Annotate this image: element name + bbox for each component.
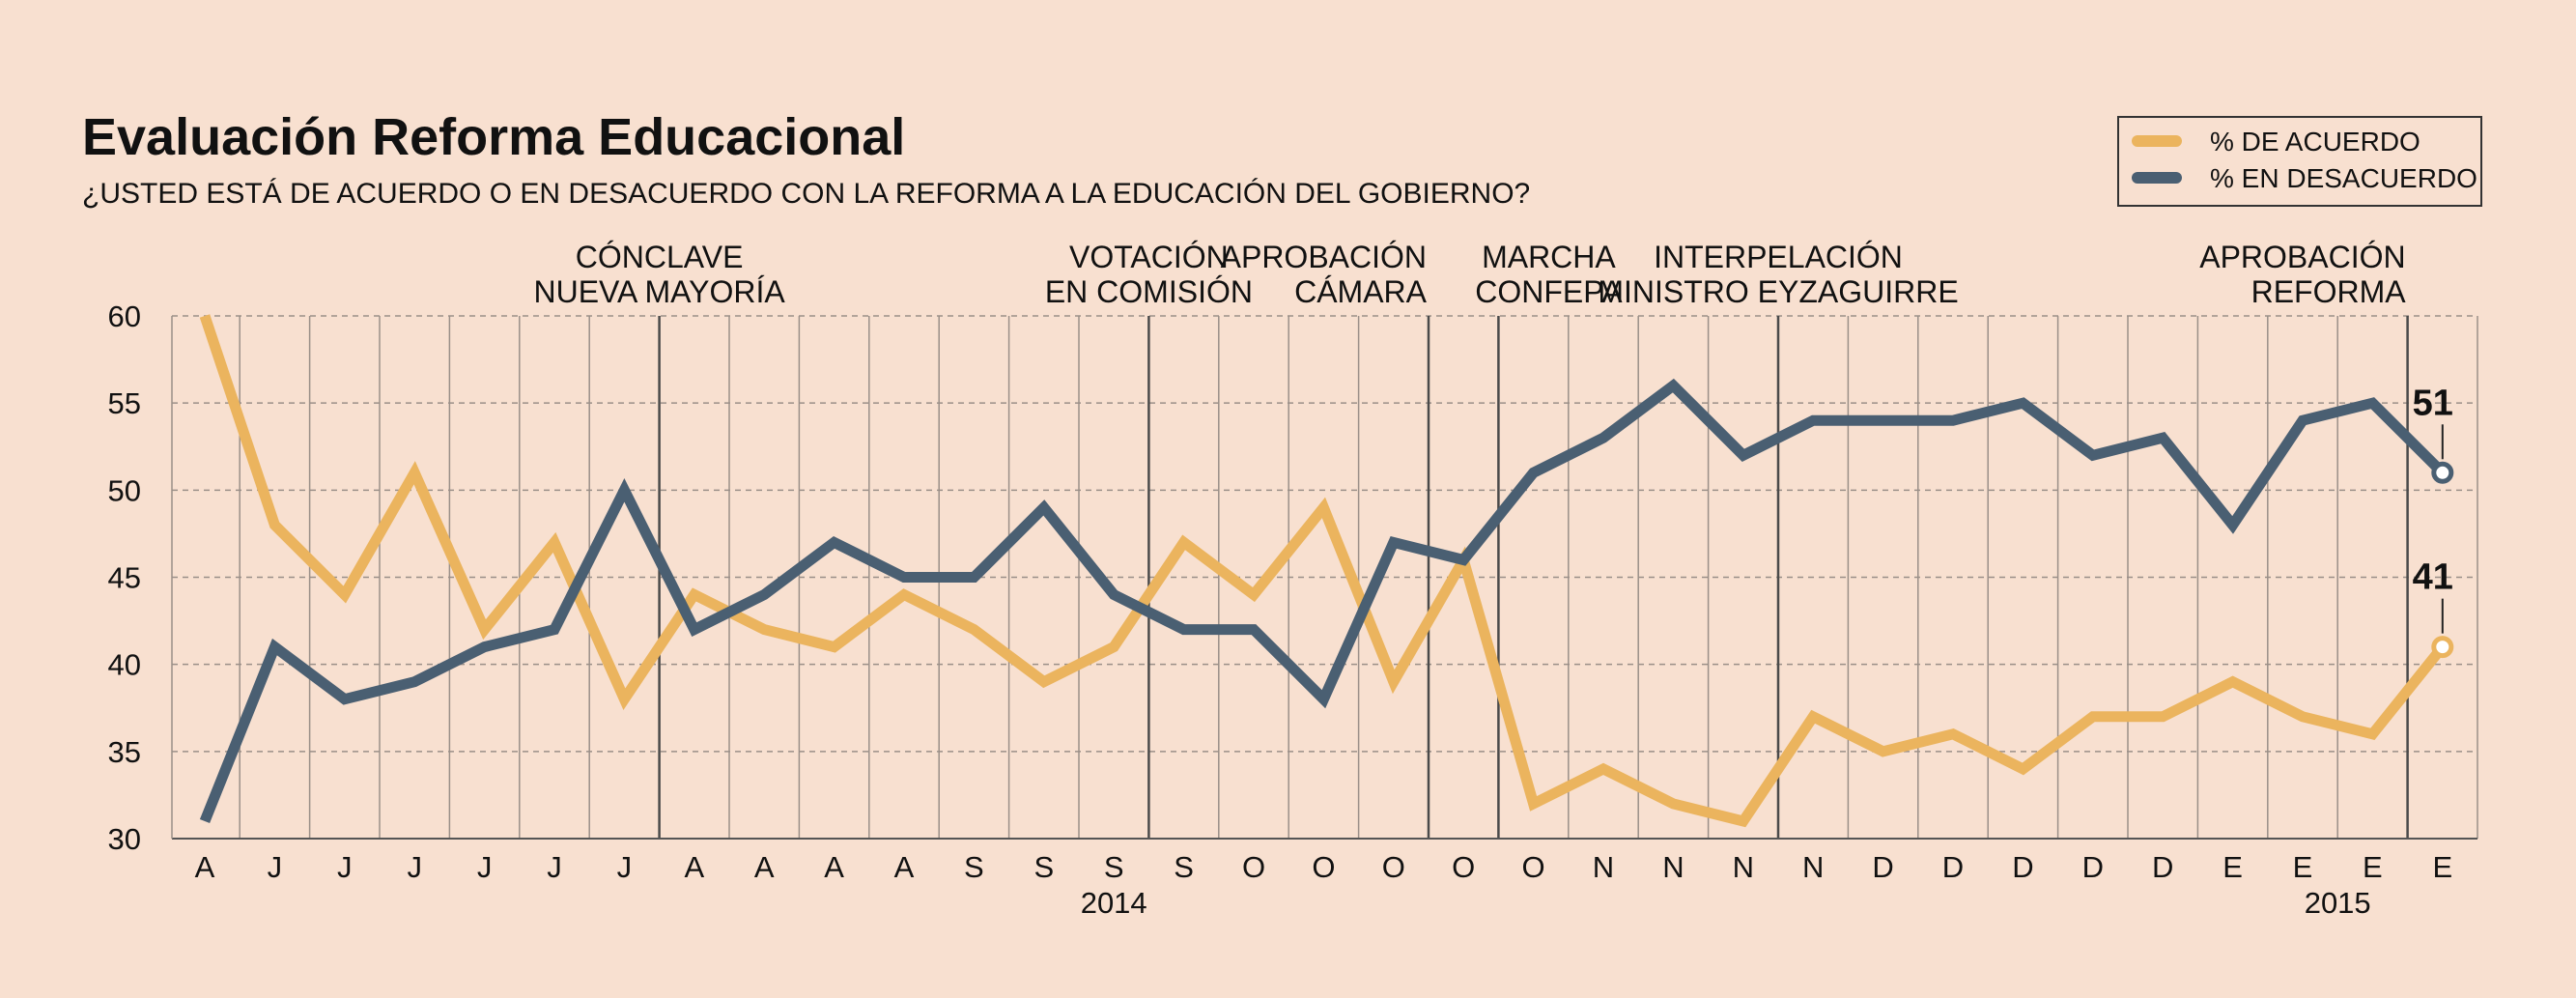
- x-tick-label: O: [1522, 850, 1545, 884]
- x-tick-label: D: [2082, 850, 2104, 884]
- event-label: CÓNCLAVE: [576, 240, 744, 274]
- event-label: CONFEPA: [1475, 274, 1623, 309]
- x-tick-label: O: [1312, 850, 1335, 884]
- legend: % DE ACUERDO % EN DESACUERDO: [2117, 116, 2482, 207]
- x-tick-label: O: [1382, 850, 1405, 884]
- legend-label-acuerdo: % DE ACUERDO: [2210, 127, 2420, 157]
- x-tick-label: N: [1593, 850, 1614, 884]
- x-tick-label: S: [1174, 850, 1194, 884]
- legend-label-desacuerdo: % EN DESACUERDO: [2210, 163, 2477, 193]
- y-tick-label: 30: [108, 822, 141, 856]
- x-tick-label: J: [337, 850, 353, 884]
- x-tick-label: J: [407, 850, 422, 884]
- x-tick-label: J: [477, 850, 493, 884]
- event-label: VOTACIÓN: [1069, 240, 1229, 274]
- x-tick-label: S: [1033, 850, 1054, 884]
- x-tick-label: A: [824, 850, 844, 884]
- x-tick-label: N: [1662, 850, 1684, 884]
- x-tick-label: J: [268, 850, 283, 884]
- event-label: NUEVA MAYORÍA: [533, 274, 785, 309]
- x-tick-label: A: [754, 850, 775, 884]
- endpoint-marker: [2431, 461, 2454, 484]
- x-tick-label: E: [2293, 850, 2313, 884]
- event-label: REFORMA: [2251, 274, 2407, 309]
- event-label: CÁMARA: [1294, 274, 1428, 309]
- x-tick-label: A: [894, 850, 915, 884]
- y-tick-label: 40: [108, 648, 141, 682]
- year-label: 2014: [1081, 886, 1147, 920]
- x-tick-label: E: [2363, 850, 2383, 884]
- y-tick-label: 45: [108, 561, 141, 595]
- series: [199, 314, 2448, 828]
- x-tick-label: D: [1872, 850, 1893, 884]
- y-tick-label: 50: [108, 473, 141, 507]
- legend-box: [2117, 116, 2482, 207]
- x-tick-label: D: [2152, 850, 2173, 884]
- x-tick-label: N: [1802, 850, 1824, 884]
- x-tick-label: D: [1942, 850, 1964, 884]
- x-tick-label: A: [684, 850, 704, 884]
- x-tick-label: E: [2432, 850, 2452, 884]
- endpoint-marker: [2431, 636, 2454, 659]
- data-label-desacuerdo-end: 51: [2413, 383, 2453, 423]
- y-tick-label: 55: [108, 386, 141, 420]
- chart-subtitle: ¿USTED ESTÁ DE ACUERDO O EN DESACUERDO C…: [82, 178, 1530, 210]
- event-label: APROBACIÓN: [2199, 240, 2405, 274]
- x-tick-label: O: [1242, 850, 1265, 884]
- x-tick-label: D: [2012, 850, 2033, 884]
- year-label: 2015: [2305, 886, 2371, 920]
- event-label: MINISTRO EYZAGUIRRE: [1598, 274, 1958, 309]
- x-tick-label: J: [617, 850, 633, 884]
- event-label: INTERPELACIÓN: [1654, 240, 1903, 274]
- x-tick-label: S: [1104, 850, 1124, 884]
- endpoints: 41 51: [2413, 383, 2454, 659]
- x-tick-label: E: [2222, 850, 2243, 884]
- y-tick-label: 35: [108, 735, 141, 769]
- axes: 30 35 40 45 50 55 60 A J J J J J J A A A A S S S S O O O O O N N N N D D…: [108, 299, 2477, 920]
- x-tick-label: N: [1733, 850, 1754, 884]
- y-tick-label: 60: [108, 299, 141, 333]
- chart-title: Evaluación Reforma Educacional: [82, 108, 905, 166]
- event-label: APROBACIÓN: [1221, 240, 1427, 274]
- event-label: MARCHA: [1482, 240, 1616, 274]
- event-label: EN COMISIÓN: [1045, 274, 1253, 309]
- series-line-desacuerdo: [199, 378, 2447, 824]
- data-label-acuerdo-end: 41: [2413, 557, 2453, 598]
- x-tick-label: O: [1452, 850, 1475, 884]
- x-tick-label: J: [547, 850, 562, 884]
- x-tick-label: S: [964, 850, 984, 884]
- x-tick-label: A: [195, 850, 215, 884]
